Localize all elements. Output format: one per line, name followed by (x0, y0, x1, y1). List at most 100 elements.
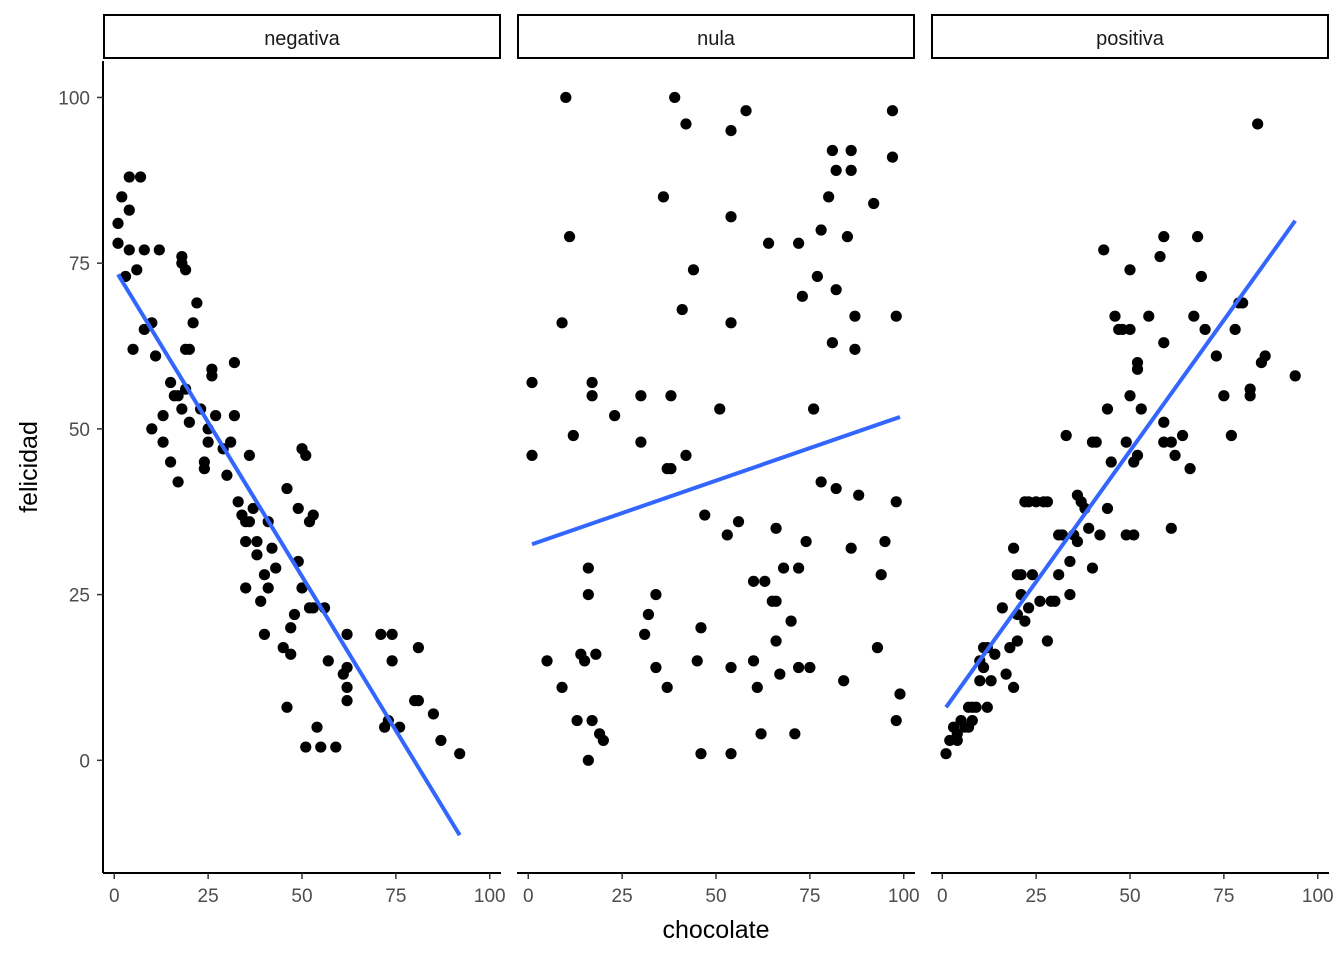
x-tick-label: 25 (1026, 886, 1047, 907)
data-point (890, 310, 902, 322)
data-point (793, 661, 805, 674)
data-point (563, 231, 576, 243)
y-tick-label: 100 (58, 88, 90, 109)
data-point (1124, 390, 1136, 402)
data-point (890, 496, 902, 508)
data-point (1000, 668, 1012, 680)
data-point (221, 469, 233, 481)
data-point (1199, 323, 1211, 336)
data-point (1015, 569, 1027, 581)
data-point (435, 734, 447, 747)
data-point (1060, 429, 1072, 442)
data-point (665, 463, 677, 475)
data-point (808, 403, 820, 415)
data-point (1195, 270, 1207, 283)
data-point (1135, 403, 1147, 415)
x-tick-label: 75 (385, 886, 406, 907)
data-point (680, 118, 692, 130)
data-point (180, 264, 192, 276)
data-point (845, 542, 857, 554)
data-point (845, 144, 857, 157)
data-point (541, 655, 553, 667)
data-point (853, 489, 865, 501)
data-point (1131, 357, 1144, 369)
y-axis: 0 25 50 75 100 (58, 61, 104, 873)
x-tick-label: 75 (1213, 886, 1234, 907)
trend-line (944, 219, 1297, 709)
data-point (1154, 250, 1166, 263)
data-point (243, 516, 256, 528)
data-point (1259, 350, 1271, 362)
data-point (270, 562, 282, 574)
data-point (134, 171, 147, 183)
facet-strip (103, 14, 501, 59)
data-point (311, 721, 323, 733)
data-point (826, 144, 838, 157)
data-point (187, 317, 199, 329)
data-point (567, 429, 579, 442)
data-point (116, 191, 128, 203)
data-point (1041, 496, 1053, 508)
data-point (1071, 535, 1084, 548)
data-point (759, 575, 771, 587)
data-point (1019, 615, 1031, 627)
data-point (300, 741, 312, 753)
data-point (1094, 529, 1106, 541)
data-point (281, 701, 293, 713)
data-point (1176, 429, 1189, 442)
facet-strip (517, 14, 915, 59)
data-point (172, 476, 184, 488)
data-point (1041, 635, 1053, 647)
data-point (172, 390, 184, 402)
data-point (777, 562, 790, 574)
data-point (830, 284, 842, 296)
data-point (526, 449, 538, 461)
data-point (650, 589, 662, 601)
data-point (157, 410, 169, 422)
data-point (247, 502, 259, 515)
data-point (1008, 681, 1020, 694)
data-point (412, 695, 424, 707)
data-point (586, 390, 598, 402)
data-point (228, 357, 241, 369)
data-point (695, 748, 707, 760)
data-point (288, 608, 301, 621)
data-point (800, 535, 812, 548)
data-point (582, 754, 594, 766)
data-point (849, 310, 861, 322)
data-point (642, 608, 655, 621)
data-point (1165, 436, 1177, 448)
data-point (849, 343, 861, 355)
data-point (981, 701, 993, 713)
data-point (890, 714, 902, 727)
data-point (804, 661, 816, 674)
data-point (307, 602, 319, 614)
data-point (687, 264, 700, 276)
data-point (970, 701, 982, 713)
facet-panels: 0 25 50 75 100 negativa 0 25 50 75 100 nula 0 25 50 75 1… (58, 14, 1334, 907)
data-point (183, 343, 195, 355)
facet-strip-label: positiva (1096, 28, 1165, 50)
x-tick-label: 25 (198, 886, 219, 907)
data-point (138, 323, 150, 336)
data-point (1023, 602, 1035, 614)
data-point (228, 410, 241, 422)
data-point (300, 449, 312, 461)
data-point (412, 642, 424, 654)
data-point (427, 708, 440, 720)
data-point (996, 602, 1008, 614)
data-point (815, 224, 827, 236)
data-point (123, 204, 135, 216)
data-point (1101, 403, 1114, 415)
data-point (940, 748, 952, 760)
data-point (322, 655, 334, 667)
data-point (894, 688, 906, 700)
data-point (691, 655, 703, 667)
data-point (635, 436, 647, 448)
data-point (556, 681, 568, 694)
data-point (1143, 310, 1155, 322)
data-point (1064, 589, 1076, 601)
data-point (989, 648, 1001, 660)
data-point (1184, 463, 1196, 475)
data-point (811, 270, 823, 283)
